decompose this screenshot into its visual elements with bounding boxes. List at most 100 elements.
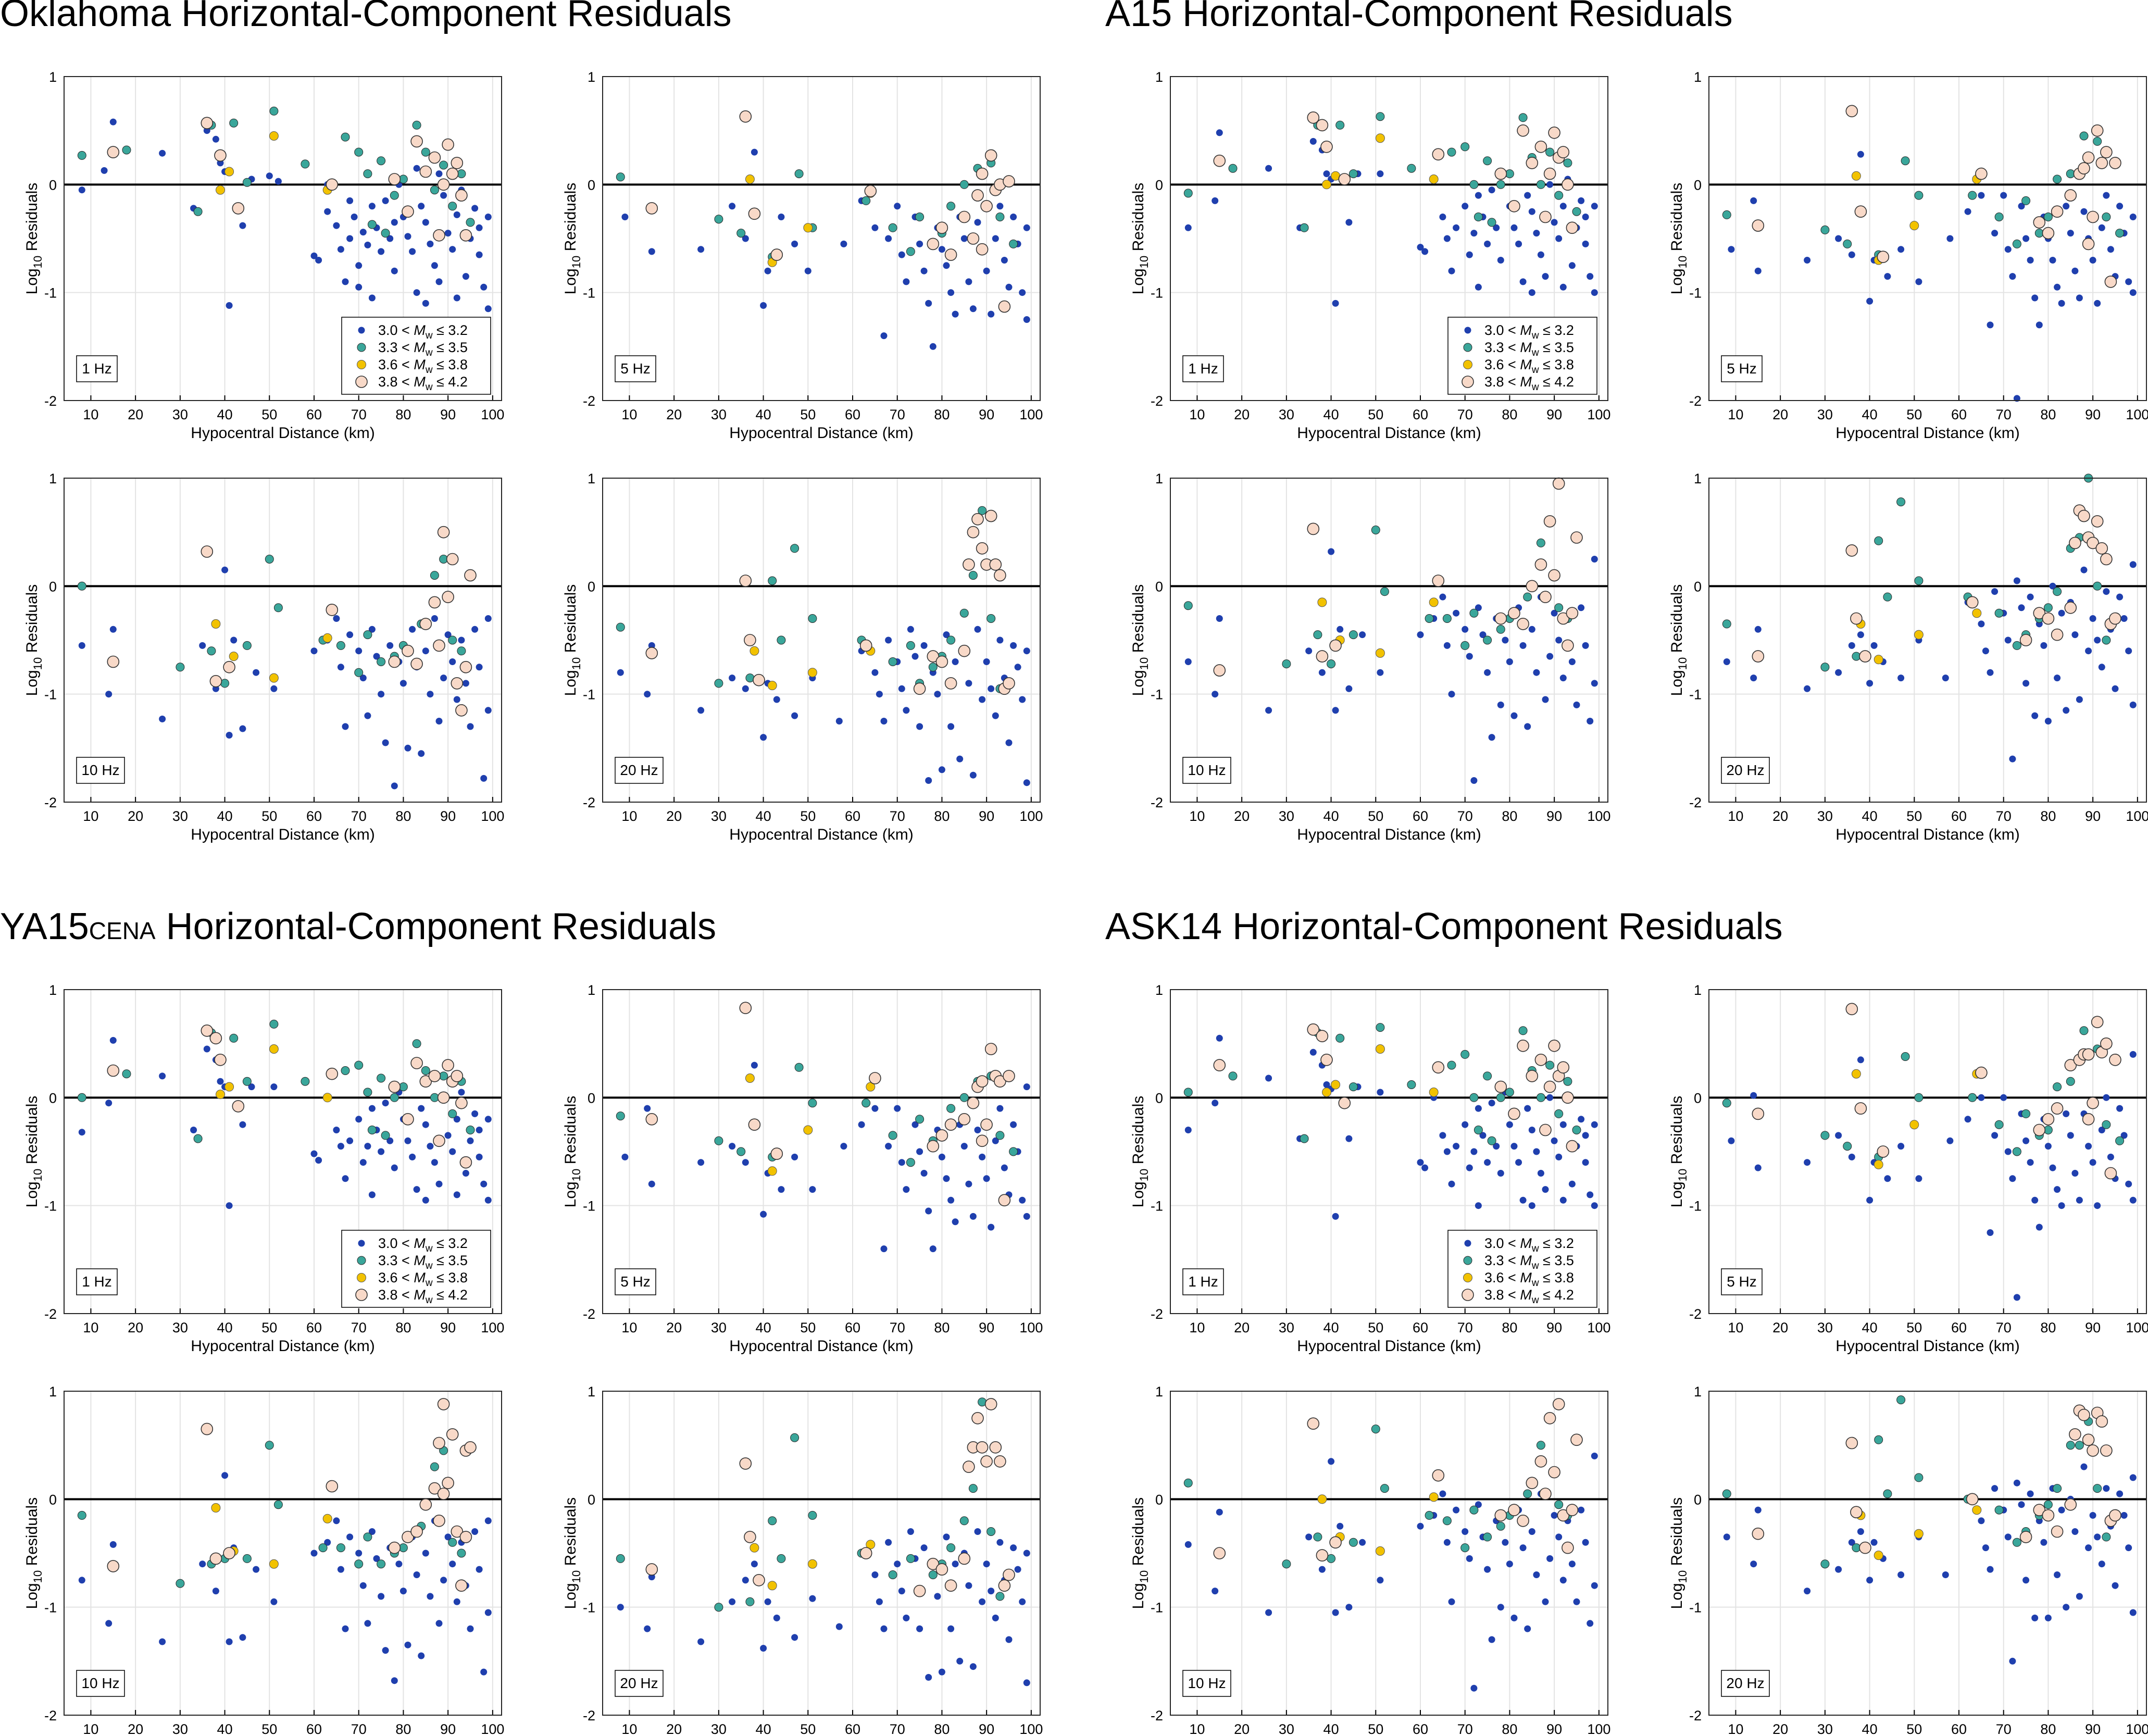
data-point-series-1 <box>2000 1094 2007 1101</box>
y-axis-label-subscript: 10 <box>31 1570 44 1583</box>
data-point-series-1 <box>898 1588 905 1595</box>
data-point-series-2 <box>430 1462 439 1471</box>
data-point-series-4 <box>433 1437 445 1450</box>
data-point-series-1 <box>1212 1100 1219 1107</box>
legend-entry-4: 3.8 < Mw ≤ 4.2 <box>378 1287 468 1306</box>
data-point-series-1 <box>1332 707 1339 714</box>
data-point-series-1 <box>1359 1539 1366 1546</box>
data-point-series-1 <box>462 680 469 687</box>
x-tick-label: 70 <box>1457 808 1473 824</box>
legend-marker-1 <box>1464 327 1471 334</box>
data-point-series-2 <box>915 213 925 221</box>
legend-entry-1: 3.0 < Mw ≤ 3.2 <box>1484 1235 1574 1254</box>
data-point-series-1 <box>1568 1180 1576 1188</box>
legend-marker-2 <box>1463 343 1472 352</box>
legend-range-start: 3.8 < <box>378 1287 414 1303</box>
plot-frame <box>602 989 1041 1314</box>
legend: 3.0 < Mw ≤ 3.23.3 < Mw ≤ 3.53.6 < Mw ≤ 3… <box>341 317 491 395</box>
x-tick-label: 80 <box>934 1320 950 1335</box>
x-axis-label: Hypocentral Distance (km) <box>729 826 913 843</box>
data-point-series-4 <box>107 1560 120 1572</box>
data-point-series-1 <box>391 219 398 226</box>
data-point-series-4 <box>2087 210 2099 223</box>
data-point-series-4 <box>388 1541 401 1554</box>
data-point-series-2 <box>808 1098 817 1108</box>
data-point-series-1 <box>248 1083 255 1091</box>
data-point-series-1 <box>2049 1164 2056 1171</box>
data-point-series-1 <box>386 642 394 649</box>
data-point-series-1 <box>2098 224 2105 231</box>
data-point-series-1 <box>453 696 460 703</box>
data-point-series-1 <box>368 1528 376 1535</box>
data-point-series-1 <box>1533 230 1540 237</box>
data-point-series-4 <box>967 1096 980 1109</box>
data-point-series-4 <box>446 553 459 566</box>
x-tick-label: 20 <box>1772 407 1788 422</box>
x-tick-label: 20 <box>666 1320 682 1335</box>
y-axis-label-main: Log <box>23 1181 41 1207</box>
data-point-series-2 <box>888 223 897 232</box>
x-tick-label: 10 <box>621 407 637 422</box>
data-point-series-1 <box>956 755 964 763</box>
data-point-series-2 <box>354 668 364 677</box>
data-point-series-1 <box>1542 696 1549 703</box>
data-point-series-1 <box>1506 1560 1513 1568</box>
legend-magnitude-symbol: M <box>414 374 426 390</box>
y-tick-label: -1 <box>44 1600 57 1616</box>
data-point-series-2 <box>466 1126 475 1134</box>
y-tick-label: 0 <box>1155 1492 1163 1507</box>
data-point-series-1 <box>1533 1571 1540 1578</box>
data-point-series-4 <box>464 1441 477 1454</box>
data-point-series-4 <box>1526 157 1539 169</box>
data-point-series-3 <box>1331 1080 1341 1090</box>
y-axis-label-main: Log <box>23 1583 41 1609</box>
data-point-series-4 <box>437 526 450 539</box>
data-point-series-1 <box>952 310 959 318</box>
y-axis-label-subscript: 10 <box>1138 1570 1151 1583</box>
y-tick-label: 1 <box>1155 69 1163 85</box>
x-tick-label: 30 <box>172 1721 188 1736</box>
x-tick-label: 50 <box>800 407 816 422</box>
y-tick-label: 0 <box>1694 579 1702 594</box>
data-point-series-4 <box>1316 650 1329 663</box>
legend-range-start: 3.0 < <box>1484 1235 1520 1251</box>
data-point-series-2 <box>354 1559 364 1569</box>
data-point-series-1 <box>1479 1132 1487 1139</box>
legend-marker-3 <box>357 1273 366 1282</box>
data-point-series-1 <box>751 148 758 156</box>
data-point-series-2 <box>794 1063 804 1072</box>
plot-frame <box>1708 989 2147 1314</box>
data-point-series-1 <box>1750 1560 1757 1568</box>
data-point-series-1 <box>355 1550 363 1557</box>
y-tick-label: 1 <box>1694 471 1702 486</box>
data-point-series-2 <box>1994 1505 2004 1515</box>
data-point-series-1 <box>871 669 879 676</box>
data-point-series-4 <box>2051 205 2064 218</box>
data-point-series-1 <box>2125 278 2132 285</box>
data-point-series-2 <box>301 159 310 169</box>
data-point-series-4 <box>1003 1070 1015 1082</box>
data-point-series-1 <box>346 631 354 639</box>
data-point-series-2 <box>2053 587 2062 596</box>
data-point-series-4 <box>998 300 1011 313</box>
frequency-label: 1 Hz <box>1188 1273 1218 1290</box>
data-point-series-1 <box>2107 246 2114 253</box>
data-point-series-1 <box>217 1078 224 1085</box>
data-point-series-1 <box>1212 1588 1219 1595</box>
data-point-series-4 <box>2104 276 2117 288</box>
data-point-series-1 <box>1023 1679 1030 1687</box>
data-point-series-3 <box>1914 630 1924 640</box>
data-point-series-1 <box>355 647 363 655</box>
data-point-series-4 <box>935 655 948 668</box>
data-point-series-1 <box>444 1132 452 1139</box>
legend-range-end: ≤ 4.2 <box>433 1287 468 1303</box>
data-point-series-1 <box>1870 642 1878 649</box>
y-axis-label-subscript: 10 <box>570 657 583 670</box>
frequency-box <box>76 355 118 382</box>
data-point-series-2 <box>616 172 625 182</box>
data-point-series-4 <box>1752 219 1765 232</box>
x-tick-label: 80 <box>934 1721 950 1736</box>
data-point-series-1 <box>1555 636 1563 644</box>
data-point-series-2 <box>367 1126 377 1134</box>
data-point-series-1 <box>1978 192 1985 199</box>
